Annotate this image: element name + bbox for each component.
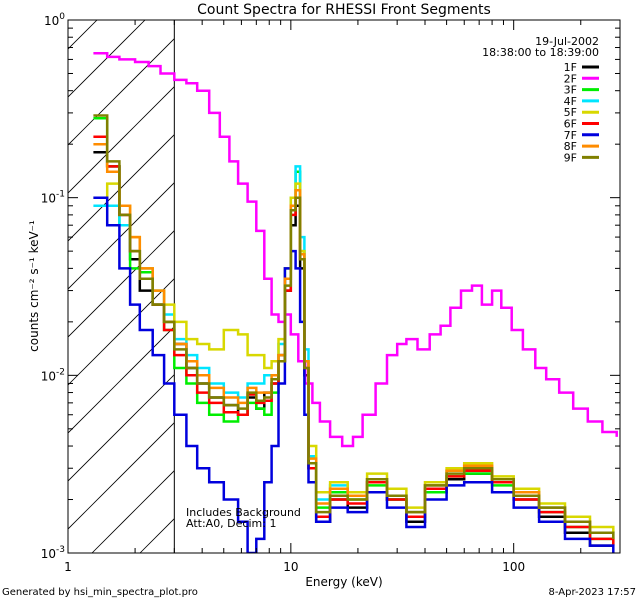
hatch-line	[68, 422, 175, 530]
series-line-2f	[93, 51, 618, 448]
time-range-label: 18:38:00 to 18:39:00	[482, 46, 599, 59]
date-label: 19-Jul-2002	[535, 35, 599, 48]
legend-label: 4F	[564, 95, 577, 108]
annotation-background: Includes Background	[186, 506, 301, 519]
y-tick-label: 10-3	[41, 545, 65, 561]
hatch-line	[68, 278, 175, 386]
chart-title: Count Spectra for RHESSI Front Segments	[197, 2, 491, 18]
x-tick-label: 100	[502, 560, 525, 574]
hatch-line	[68, 38, 175, 146]
hatch-line	[476, 13, 640, 553]
hatch-line	[620, 13, 640, 553]
legend-label: 8F	[564, 140, 577, 153]
series-line-6f	[93, 135, 615, 546]
x-tick-label: 1	[64, 560, 72, 574]
hatch-line	[68, 326, 175, 434]
footer-generated-by: Generated by hsi_min_spectra_plot.pro	[2, 587, 198, 598]
hatch-line	[380, 13, 640, 553]
legend-label: 6F	[564, 118, 577, 131]
series-line-8f	[93, 142, 615, 539]
hatch-line	[68, 230, 175, 338]
footer-timestamp: 8-Apr-2023 17:57	[549, 587, 636, 598]
y-axis-label: counts cm⁻² s⁻¹ keV⁻¹	[27, 220, 41, 352]
hatch-line	[68, 20, 98, 50]
plot-frame	[67, 19, 621, 554]
axis-ticks: 1 10 100 10-3 10-2 10-1 100	[41, 12, 621, 574]
hatch-line	[68, 86, 175, 194]
annotation-attenuator: Att:A0, Decim: 1	[186, 517, 276, 530]
y-tick-label: 10-1	[41, 190, 65, 206]
hatch-line	[0, 13, 8, 553]
hatch-line	[68, 182, 175, 290]
y-tick-label: 10-2	[41, 367, 65, 383]
hatch-line	[68, 134, 175, 242]
y-tick-label: 100	[44, 12, 65, 28]
series-line-3f	[93, 116, 615, 546]
svg-text:counts cm⁻² s⁻¹ keV⁻¹: counts cm⁻² s⁻¹ keV⁻¹	[27, 220, 41, 352]
excluded-region-hatch	[0, 13, 640, 553]
legend-label: 7F	[564, 129, 577, 142]
hatch-line	[524, 13, 640, 553]
legend-label: 1F	[564, 61, 577, 74]
hatch-line	[68, 374, 175, 482]
legend-label: 5F	[564, 106, 577, 119]
legend-label: 2F	[564, 72, 577, 85]
series-line-9f	[93, 114, 615, 539]
hatch-line	[91, 470, 175, 553]
series-layer	[93, 51, 618, 553]
legend-label: 3F	[564, 84, 577, 97]
x-tick-label: 10	[283, 560, 298, 574]
legend-label: 9F	[564, 151, 577, 164]
hatch-line	[572, 13, 640, 553]
x-axis-label: Energy (keV)	[305, 575, 382, 589]
hatch-line	[236, 13, 640, 553]
